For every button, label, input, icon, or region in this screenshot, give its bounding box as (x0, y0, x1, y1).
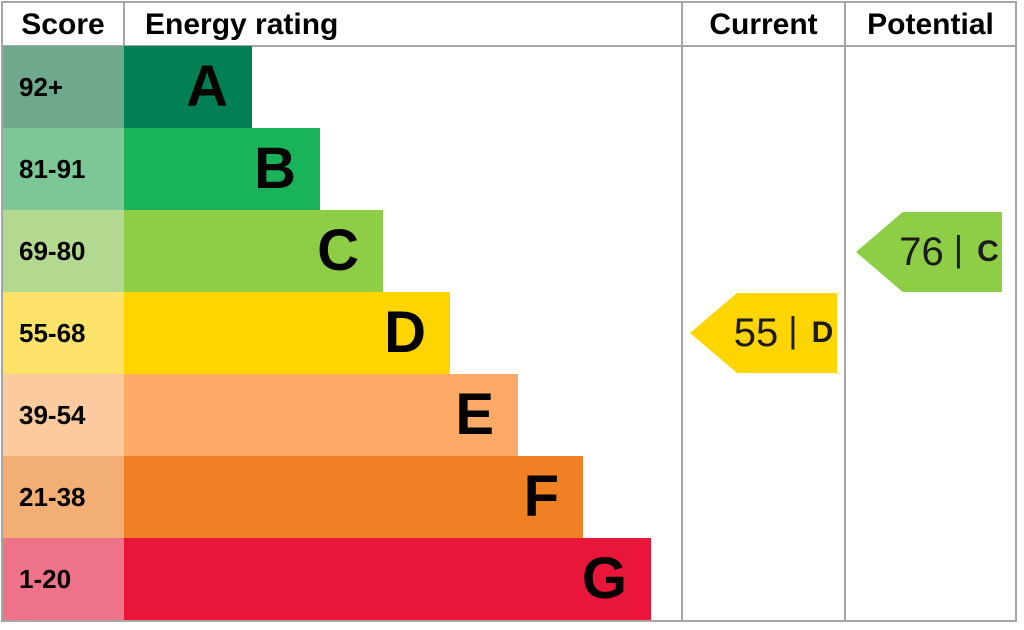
band-letter-c: C (317, 218, 359, 283)
border-right (1015, 1, 1017, 622)
current-score-value: 55 (733, 310, 779, 355)
current-column-divider (681, 2, 683, 620)
band-letter-d: D (384, 300, 426, 365)
band-letter-b: B (254, 136, 296, 201)
energy-rating-column-header: Energy rating (145, 8, 339, 41)
potential-rating-arrow: 76 | C (856, 212, 1002, 292)
potential-band-letter: C (977, 235, 999, 268)
current-band-letter: D (811, 316, 834, 349)
score-cell-f: 21-38 (3, 456, 124, 538)
current-column-header: Current (709, 8, 818, 41)
band-bar-b: B (124, 128, 320, 210)
potential-column-divider (844, 2, 846, 620)
band-bar-f: F (124, 456, 583, 538)
score-cell-g: 1-20 (3, 538, 124, 620)
score-cell-d: 55-68 (3, 292, 124, 374)
band-bar-g: G (124, 538, 651, 620)
band-bar-e: E (124, 374, 518, 456)
score-cell-b: 81-91 (3, 128, 124, 210)
band-letter-e: E (455, 382, 494, 447)
score-column-header: Score (21, 8, 105, 41)
score-column-divider (123, 2, 125, 45)
border-top (1, 1, 1017, 3)
score-cell-a: 92+ (3, 46, 124, 128)
band-bar-c: C (124, 210, 383, 292)
band-letter-f: F (523, 464, 559, 529)
potential-column-header: Potential (867, 8, 994, 41)
border-left (1, 1, 3, 622)
band-letter-g: G (581, 546, 627, 611)
current-separator: | (788, 309, 798, 350)
current-rating-arrow: 55 | D (690, 293, 837, 373)
score-cell-c: 69-80 (3, 210, 124, 292)
potential-score-value: 76 (899, 229, 944, 274)
band-bar-d: D (124, 292, 450, 374)
header-divider (1, 45, 1016, 47)
band-bar-a: A (124, 46, 252, 128)
band-letter-a: A (186, 54, 228, 119)
border-bottom (1, 620, 1017, 622)
potential-separator: | (953, 228, 964, 269)
score-cell-e: 39-54 (3, 374, 124, 456)
